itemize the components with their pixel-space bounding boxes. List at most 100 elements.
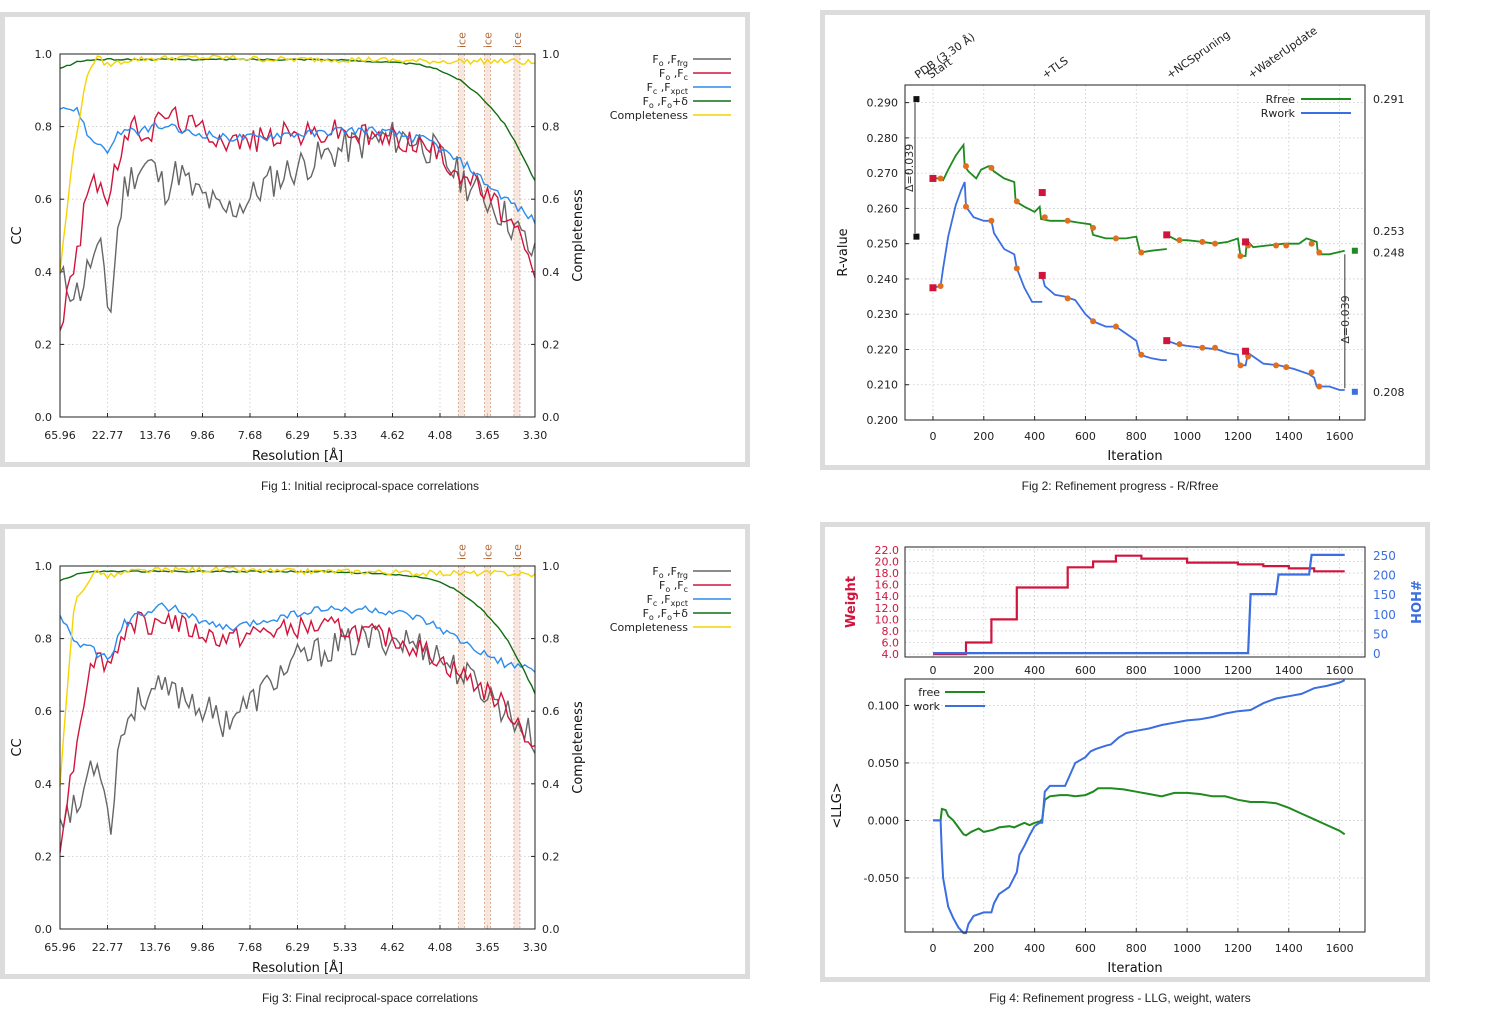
ice-label: ice (511, 544, 524, 560)
y-tick-label: 0.280 (867, 132, 899, 145)
y-tick-label: 0.2 (35, 338, 53, 351)
series-line-rwork (1041, 275, 1167, 361)
data-point-rwork (1064, 295, 1071, 302)
ice-label: ice (511, 32, 524, 48)
legend-label: Completeness (610, 109, 688, 122)
series-line-rfree (933, 142, 1167, 254)
fig3-caption: Fig 3: Final reciprocal-space correlatio… (261, 991, 479, 1005)
data-point-rfree (1273, 242, 1280, 249)
x-tick-label: 22.77 (92, 941, 124, 954)
data-point-rfree (1090, 224, 1097, 231)
y2-axis-label: Completeness (571, 189, 586, 282)
series-line-fo-fo- (59, 569, 536, 694)
fig1-chart: 0.0 0.0 0.2 0.2 0.4 0.4 0.6 0.6 0.8 0.8 1.0 1.0 65.9… (10, 32, 731, 462)
x-tick-label: 1200 (1224, 664, 1252, 677)
hoh-tick-label: 50 (1373, 627, 1388, 641)
fig1-caption: Fig 1: Initial reciprocal-space correlat… (260, 479, 480, 493)
hoh-tick-label: 200 (1373, 569, 1396, 583)
y-tick-label: 0.210 (867, 379, 899, 392)
pdb-rfree-point (913, 96, 920, 103)
x-tick-label: 800 (1126, 430, 1147, 443)
stage-marker-rfree (1038, 189, 1046, 197)
y-tick-label: 0.4 (35, 778, 53, 791)
x-tick-label: 13.76 (139, 941, 171, 954)
data-point-rwork (1283, 364, 1290, 371)
plot-frame (59, 565, 536, 930)
y2-tick-label: 0.2 (542, 850, 560, 863)
y-tick-label: 0.6 (35, 705, 53, 718)
ice-band (484, 566, 491, 929)
stage-marker-rwork (1163, 337, 1171, 345)
data-point-rfree (1041, 214, 1048, 221)
weight-tick-label: 16.0 (875, 579, 900, 592)
data-point-rfree (1237, 253, 1244, 260)
series-line-fo-ffrg (59, 624, 536, 835)
stage-marker-rfree (1242, 238, 1250, 246)
y-tick-label: 0.8 (35, 633, 53, 646)
x-tick-label: 7.68 (238, 429, 263, 442)
legend-label: Completeness (610, 621, 688, 634)
y-tick-label: 0.050 (868, 757, 900, 770)
x-tick-label: 800 (1126, 664, 1147, 677)
right-value-label: 0.253 (1373, 225, 1405, 238)
legend-label: Fc ,Fxpct (647, 81, 688, 96)
data-point-rwork (1316, 383, 1323, 390)
fig3-chart: 0.0 0.0 0.2 0.2 0.4 0.4 0.6 0.6 0.8 0.8 1.0 1.0 65.9… (10, 544, 731, 974)
milestone-label: +TLS (1040, 54, 1071, 81)
ice-band (458, 54, 465, 417)
right-value-label: 0.248 (1373, 247, 1405, 260)
x-tick-label: 200 (973, 430, 994, 443)
y-axis-label: CC (10, 226, 25, 244)
y2-tick-label: 0.8 (542, 121, 560, 134)
x-tick-label: 1000 (1173, 664, 1201, 677)
y-tick-label: 0.2 (35, 850, 53, 863)
fig4-chart: 4.06.08.010.012.014.016.018.020.022.0 0 50… (830, 544, 1422, 976)
y-tick-label: -0.050 (864, 872, 899, 885)
right-value-label: 0.208 (1373, 386, 1405, 399)
bottom-plot-frame (904, 678, 1366, 933)
legend-label: Fo ,Fc (659, 579, 688, 594)
x-tick-label: 3.30 (523, 429, 548, 442)
weight-tick-label: 12.0 (875, 602, 900, 615)
y2-axis-label: Completeness (571, 701, 586, 794)
y2-tick-label: 0.6 (542, 705, 560, 718)
y-tick-label: 0.200 (867, 414, 899, 427)
series-line-hoh (933, 553, 1345, 655)
x-tick-label: 0 (929, 664, 936, 677)
y-tick-label: 1.0 (35, 48, 53, 61)
x-tick-label: 200 (973, 664, 994, 677)
x-tick-label: 1400 (1275, 942, 1303, 955)
series-line-work (933, 679, 1346, 935)
data-point-rfree (962, 163, 969, 170)
x-tick-label: 1000 (1173, 430, 1201, 443)
x-tick-label: 6.29 (285, 429, 310, 442)
delta-label-right: Δ=0.039 (1339, 295, 1352, 343)
fig2-caption: Fig 2: Refinement progress - R/Rfree (1021, 479, 1219, 493)
hoh-axis-label: #HOH (1407, 580, 1422, 624)
series-line-fc-fxpct (59, 106, 536, 224)
x-axis-label: Iteration (1107, 449, 1162, 464)
data-point-rwork (1176, 341, 1183, 348)
data-point-rwork (1273, 362, 1280, 369)
series-line-weight (933, 554, 1345, 656)
legend-label: Rfree (1266, 93, 1296, 106)
x-tick-label: 200 (973, 942, 994, 955)
data-point-rfree (1199, 238, 1206, 245)
y2-tick-label: 0.4 (542, 778, 560, 791)
x-tick-label: 1600 (1326, 942, 1354, 955)
y2-tick-label: 0.0 (542, 923, 560, 936)
data-point-rfree (1283, 242, 1290, 249)
fig4-panel: 4.0 6.0 8.0 10.0 12.0 14.0 16.0 18.0 20.0 22.0 0 50… (820, 522, 1430, 982)
hoh-tick-label: 100 (1373, 608, 1396, 622)
x-tick-label: 800 (1126, 942, 1147, 955)
ice-band (484, 54, 491, 417)
y-tick-label: 0.240 (867, 273, 899, 286)
data-point-rwork (1090, 318, 1097, 325)
y-tick-label: 0.290 (867, 97, 899, 110)
y-tick-label: 0.6 (35, 193, 53, 206)
fig2-panel: 0.200 0.210 0.220 0.230 0.240 0.250 0.260 0.270… (820, 10, 1430, 470)
y2-tick-label: 0.0 (542, 411, 560, 424)
fig4-caption: Fig 4: Refinement progress - LLG, weight… (989, 991, 1251, 1005)
stage-marker-rwork (929, 284, 937, 292)
hoh-tick-label: 0 (1373, 647, 1381, 661)
